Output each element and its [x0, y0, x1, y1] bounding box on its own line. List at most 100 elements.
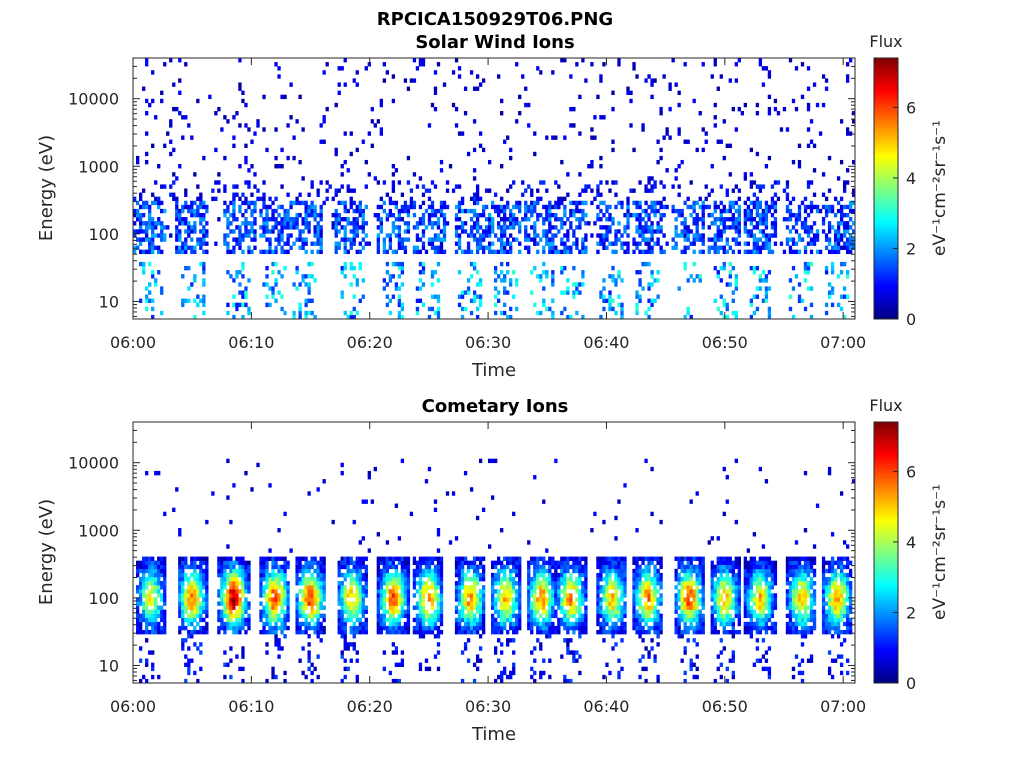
heatmap-cell [536, 576, 540, 582]
heatmap-cell [632, 237, 636, 242]
heatmap-cell [494, 233, 498, 238]
heatmap-cell [229, 568, 233, 574]
heatmap-cell [154, 605, 158, 610]
heatmap-cell [533, 613, 537, 619]
heatmap-cell [503, 245, 507, 250]
heatmap-cell [644, 208, 648, 214]
heatmap-cell [280, 621, 284, 627]
heatmap-cell [421, 245, 426, 250]
heatmap-cell [683, 221, 687, 226]
heatmap-cell [767, 306, 772, 312]
heatmap-cell [205, 609, 209, 614]
heatmap-cell [145, 613, 149, 619]
heatmap-cell [232, 302, 236, 308]
heatmap-cell [518, 564, 522, 570]
heatmap-cell [830, 225, 835, 230]
heatmap-cell [358, 621, 362, 627]
heatmap-cell [629, 188, 633, 193]
heatmap-cell [527, 617, 531, 623]
heatmap-cell [830, 290, 835, 295]
heatmap-cell [454, 585, 459, 590]
heatmap-cell [509, 155, 513, 161]
heatmap-cell [349, 151, 353, 157]
heatmap-cell [563, 204, 567, 210]
heatmap-cell [472, 119, 477, 124]
heatmap-cell [647, 298, 651, 303]
heatmap-cell [539, 310, 543, 316]
heatmap-cell [412, 212, 417, 218]
heatmap-cell [421, 270, 426, 275]
heatmap-cell [563, 233, 567, 238]
colorbar-segment [874, 290, 898, 294]
heatmap-cell [545, 560, 549, 566]
heatmap-cell [247, 617, 251, 623]
heatmap-cell [160, 581, 164, 586]
heatmap-cell [238, 282, 242, 287]
heatmap-cell [352, 601, 356, 606]
heatmap-cell [767, 286, 772, 291]
heatmap-cell [457, 74, 462, 79]
heatmap-cell [229, 229, 233, 234]
heatmap-cell [797, 282, 802, 287]
heatmap-cell [139, 658, 143, 663]
heatmap-cell [533, 593, 537, 598]
heatmap-cell [806, 265, 811, 271]
heatmap-cell [478, 634, 483, 639]
heatmap-cell [680, 208, 684, 214]
heatmap-cell [430, 613, 435, 619]
heatmap-cell [421, 605, 426, 610]
heatmap-cell [385, 294, 390, 299]
heatmap-cell [283, 609, 287, 614]
heatmap-cell [530, 674, 534, 680]
heatmap-cell [629, 212, 633, 218]
heatmap-cell [307, 601, 311, 606]
heatmap-cell [620, 241, 624, 246]
heatmap-cell [824, 212, 829, 218]
heatmap-cell [599, 192, 603, 197]
heatmap-cell [542, 302, 546, 308]
heatmap-cell [481, 249, 486, 255]
heatmap-cell [316, 621, 320, 627]
heatmap-cell [133, 233, 137, 238]
heatmap-cell [749, 172, 754, 177]
heatmap-cell [767, 70, 772, 75]
heatmap-cell [506, 613, 510, 619]
heatmap-cell [193, 249, 197, 255]
heatmap-cell [424, 589, 429, 594]
heatmap-cell [202, 625, 206, 631]
colorbar-title-solar-wind: Flux [869, 32, 902, 51]
heatmap-cell [286, 593, 290, 598]
heatmap-cell [542, 180, 546, 185]
heatmap-cell [202, 605, 206, 610]
heatmap-cell [500, 670, 504, 676]
heatmap-cell [160, 249, 164, 255]
heatmap-cell [295, 629, 299, 635]
heatmap-cell [472, 212, 477, 218]
colorbar-segment [874, 179, 898, 183]
heatmap-cell [481, 589, 486, 594]
colorbar-segment [874, 105, 898, 109]
heatmap-cell [512, 605, 516, 610]
heatmap-cell [310, 249, 314, 255]
heatmap-cell [533, 233, 537, 238]
heatmap-cell [352, 233, 356, 238]
heatmap-cell [448, 164, 453, 169]
heatmap-cell [145, 200, 149, 206]
heatmap-cell [533, 131, 537, 136]
heatmap-cell [190, 593, 194, 598]
heatmap-cell [376, 597, 380, 602]
heatmap-cell [163, 617, 167, 623]
heatmap-cell [280, 564, 284, 570]
heatmap-cell [581, 188, 585, 193]
heatmap-cell [764, 66, 769, 71]
heatmap-cell [668, 106, 672, 112]
heatmap-cell [148, 249, 152, 255]
x-tick-label: 06:10 [228, 333, 274, 352]
heatmap-cell [770, 212, 775, 218]
heatmap-cell [235, 585, 239, 590]
heatmap-cell [283, 568, 287, 574]
heatmap-cell [623, 249, 627, 255]
heatmap-cell [701, 127, 705, 132]
heatmap-cell [274, 634, 278, 639]
heatmap-cell [503, 593, 507, 598]
